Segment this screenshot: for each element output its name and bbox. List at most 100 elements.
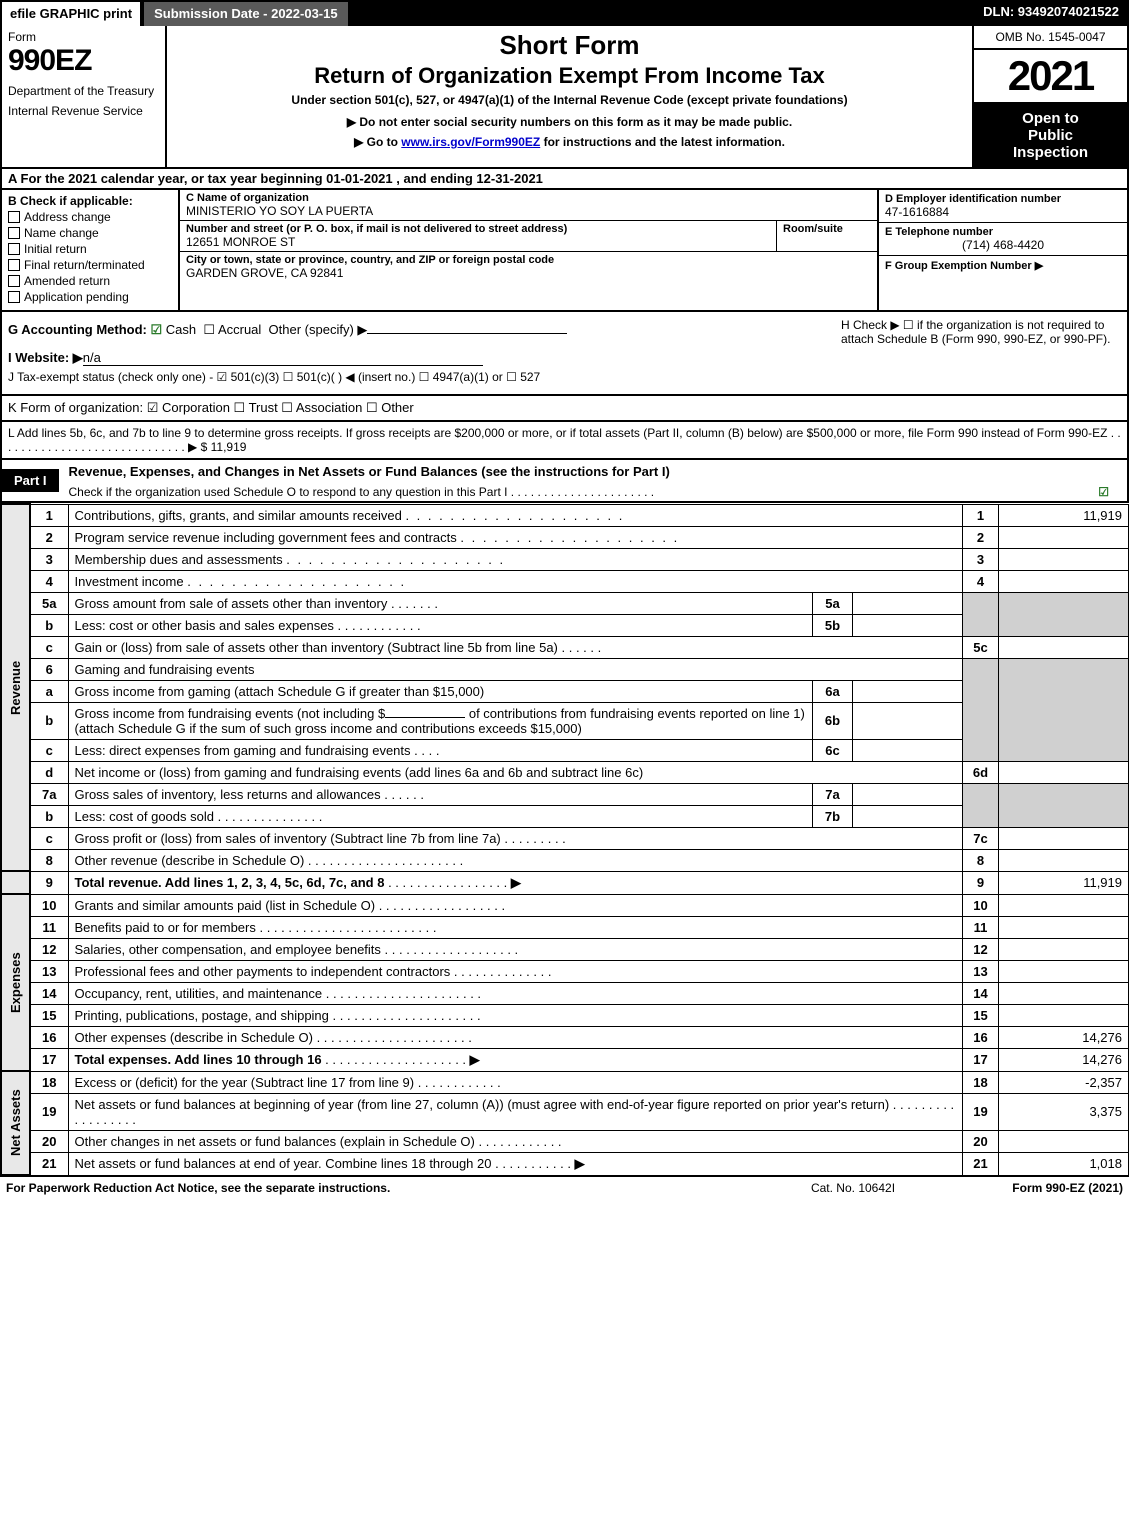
b-opt-pending[interactable]: Application pending: [8, 290, 172, 304]
go-to-suffix: for instructions and the latest informat…: [540, 135, 785, 149]
e-label: E Telephone number: [885, 226, 1121, 238]
part1-table: Revenue 1 Contributions, gifts, grants, …: [0, 503, 1129, 1176]
page-footer: For Paperwork Reduction Act Notice, see …: [0, 1176, 1129, 1199]
table-row: 6 Gaming and fundraising events: [1, 658, 1129, 680]
c-room: Room/suite: [777, 221, 877, 251]
header-right: OMB No. 1545-0047 2021 Open to Public In…: [972, 26, 1127, 167]
checkbox-icon: [8, 211, 20, 223]
footer-left: For Paperwork Reduction Act Notice, see …: [6, 1181, 763, 1195]
arrow-icon: ▶: [575, 1156, 585, 1171]
c-addr-label: Number and street (or P. O. box, if mail…: [186, 223, 770, 235]
table-row: 7a Gross sales of inventory, less return…: [1, 783, 1129, 805]
part1-label: Part I: [2, 469, 59, 492]
checkbox-icon: [8, 259, 20, 271]
col-def: D Employer identification number 47-1616…: [877, 190, 1127, 310]
header-left: Form 990EZ Department of the Treasury In…: [2, 26, 167, 167]
footer-formref: Form 990-EZ (2021): [943, 1181, 1123, 1195]
checkbox-icon: [8, 227, 20, 239]
do-not-enter: ▶ Do not enter social security numbers o…: [177, 115, 962, 129]
top-bar: efile GRAPHIC print Submission Date - 20…: [0, 0, 1129, 26]
footer-catno: Cat. No. 10642I: [763, 1181, 943, 1195]
table-row: 5a Gross amount from sale of assets othe…: [1, 592, 1129, 614]
c-addr-val: 12651 MONROE ST: [186, 235, 770, 249]
table-row: b Gross income from fundraising events (…: [1, 702, 1129, 739]
table-row: 17 Total expenses. Add lines 10 through …: [1, 1048, 1129, 1071]
part1-note: Check if the organization used Schedule …: [59, 483, 1127, 501]
efile-print[interactable]: efile GRAPHIC print: [0, 0, 142, 26]
go-to-prefix: ▶ Go to: [354, 135, 401, 149]
table-row: 13 Professional fees and other payments …: [1, 960, 1129, 982]
f-group: F Group Exemption Number ▶: [879, 256, 1127, 310]
c-name-val: MINISTERIO YO SOY LA PUERTA: [186, 204, 871, 218]
table-row: 20 Other changes in net assets or fund b…: [1, 1130, 1129, 1152]
table-row: a Gross income from gaming (attach Sched…: [1, 680, 1129, 702]
table-row: 9 Total revenue. Add lines 1, 2, 3, 4, 5…: [1, 871, 1129, 894]
open2: Public: [978, 127, 1123, 144]
part1-title: Revenue, Expenses, and Changes in Net As…: [59, 460, 1127, 483]
checkbox-icon: [8, 291, 20, 303]
table-row: 14 Occupancy, rent, utilities, and maint…: [1, 982, 1129, 1004]
go-to-link[interactable]: www.irs.gov/Form990EZ: [401, 135, 540, 149]
table-row: d Net income or (loss) from gaming and f…: [1, 761, 1129, 783]
form-header: Form 990EZ Department of the Treasury In…: [0, 26, 1129, 169]
table-row: 15 Printing, publications, postage, and …: [1, 1004, 1129, 1026]
b-opt-initial[interactable]: Initial return: [8, 242, 172, 256]
row-a: A For the 2021 calendar year, or tax yea…: [0, 169, 1129, 190]
e-val: (714) 468-4420: [885, 238, 1121, 252]
arrow-icon: ▶: [470, 1052, 480, 1067]
short-form-title: Short Form: [177, 30, 962, 61]
table-row: 12 Salaries, other compensation, and emp…: [1, 938, 1129, 960]
under-section: Under section 501(c), 527, or 4947(a)(1)…: [177, 93, 962, 107]
table-row: c Gain or (loss) from sale of assets oth…: [1, 636, 1129, 658]
col-b: B Check if applicable: Address change Na…: [2, 190, 180, 310]
tax-year: 2021: [974, 50, 1127, 104]
c-city-val: GARDEN GROVE, CA 92841: [186, 266, 871, 280]
open3: Inspection: [978, 144, 1123, 161]
line-i: I Website: ▶n/a: [8, 350, 1121, 366]
d-ein: D Employer identification number 47-1616…: [879, 190, 1127, 223]
line-g: G Accounting Method: ☑ Cash ☐ Accrual Ot…: [8, 322, 831, 338]
table-row: Net Assets 18 Excess or (deficit) for th…: [1, 1071, 1129, 1093]
section-bcdef: B Check if applicable: Address change Na…: [0, 190, 1129, 312]
section-k: K Form of organization: ☑ Corporation ☐ …: [0, 396, 1129, 422]
form-number: 990EZ: [8, 44, 159, 78]
d-label: D Employer identification number: [885, 193, 1121, 205]
table-row: Expenses 10 Grants and similar amounts p…: [1, 894, 1129, 916]
dept-irs: Internal Revenue Service: [8, 104, 159, 118]
website-input[interactable]: n/a: [83, 350, 483, 366]
c-city: City or town, state or province, country…: [180, 252, 877, 282]
b-label: B Check if applicable:: [8, 194, 172, 208]
check-icon: ☑: [151, 322, 163, 337]
arrow-icon: ▶: [511, 875, 521, 890]
g-other-input[interactable]: [367, 333, 567, 334]
b-opt-amended[interactable]: Amended return: [8, 274, 172, 288]
table-row: c Less: direct expenses from gaming and …: [1, 739, 1129, 761]
header-center: Short Form Return of Organization Exempt…: [167, 26, 972, 167]
table-row: b Less: cost of goods sold . . . . . . .…: [1, 805, 1129, 827]
dln: DLN: 93492074021522: [973, 0, 1129, 26]
e-phone: E Telephone number (714) 468-4420: [879, 223, 1127, 256]
c-name: C Name of organization MINISTERIO YO SOY…: [180, 190, 877, 221]
omb-number: OMB No. 1545-0047: [974, 26, 1127, 50]
sidebar-netassets: Net Assets: [1, 1071, 30, 1175]
b-opt-address[interactable]: Address change: [8, 210, 172, 224]
table-row: 19 Net assets or fund balances at beginn…: [1, 1093, 1129, 1130]
form-label: Form: [8, 30, 159, 44]
b-opt-name[interactable]: Name change: [8, 226, 172, 240]
sidebar-expenses: Expenses: [1, 894, 30, 1071]
f-label: F Group Exemption Number ▶: [885, 259, 1121, 272]
section-l: L Add lines 5b, 6c, and 7b to line 9 to …: [0, 422, 1129, 460]
table-row: 21 Net assets or fund balances at end of…: [1, 1152, 1129, 1175]
check-icon: ☑: [1098, 485, 1109, 499]
contrib-input[interactable]: [385, 717, 465, 718]
sidebar-revenue: Revenue: [1, 504, 30, 871]
line-h: H Check ▶ ☐ if the organization is not r…: [831, 318, 1121, 346]
open-public: Open to Public Inspection: [974, 104, 1127, 167]
table-row: 3 Membership dues and assessments 3: [1, 548, 1129, 570]
table-row: c Gross profit or (loss) from sales of i…: [1, 827, 1129, 849]
b-opt-final[interactable]: Final return/terminated: [8, 258, 172, 272]
table-row: 16 Other expenses (describe in Schedule …: [1, 1026, 1129, 1048]
table-row: 8 Other revenue (describe in Schedule O)…: [1, 849, 1129, 871]
part1-header: Part I Revenue, Expenses, and Changes in…: [0, 460, 1129, 503]
checkbox-icon: [8, 243, 20, 255]
